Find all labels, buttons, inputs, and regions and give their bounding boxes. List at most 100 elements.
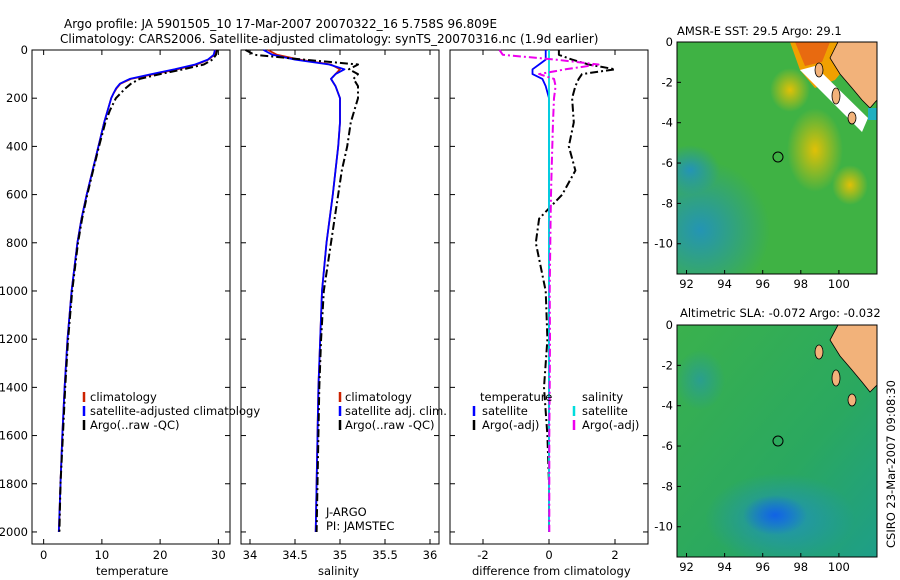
y-tick-label: 1000	[0, 284, 28, 298]
series-line-argo-raw-qc	[245, 49, 359, 533]
map-x-tick-label: 96	[755, 277, 770, 291]
sst-warm-band	[787, 108, 843, 192]
sst-warm-spot-mid	[770, 68, 810, 112]
sst-cool-region-north	[677, 145, 720, 195]
sst-land-sumatra	[829, 42, 877, 109]
sla-low-core	[743, 495, 807, 535]
sla-map-axes: 92 94 96 98 100 0 -2 -4 -6 -8 -10	[654, 318, 850, 574]
series-line-satellite-adjusted-climatology	[57, 49, 216, 533]
x-tick-label: 2	[611, 548, 618, 562]
sla-island-siberut	[847, 393, 857, 407]
map-y-tick-label: -8	[662, 479, 673, 493]
x-tick-label: -2	[477, 548, 488, 562]
y-tick-label: 2000	[0, 525, 28, 539]
map-y-tick-label: -2	[662, 358, 673, 372]
series-line-climatology	[267, 49, 341, 533]
map-y-tick-label: -10	[654, 237, 673, 251]
temperature-axis-label: temperature	[96, 564, 168, 578]
y-tick-label: 1400	[0, 380, 28, 394]
map-y-tick-label: -6	[662, 439, 673, 453]
legend-label-climatology: climatology	[90, 390, 157, 404]
difference-legend: temperature salinity satellite Argo(-adj…	[472, 390, 639, 432]
sla-island-nias	[831, 369, 841, 387]
y-tick-label: 600	[6, 188, 28, 202]
difference-axis-label: difference from climatology	[472, 564, 631, 578]
salinity-axis-label: salinity	[318, 564, 359, 578]
map-x-tick-label: 100	[828, 560, 850, 574]
x-tick-label: 20	[153, 548, 168, 562]
sst-hot-coastal-core	[795, 42, 830, 66]
x-tick-label: 10	[95, 548, 110, 562]
annotation-pi-jamstec: PI: JAMSTEC	[326, 519, 394, 533]
legend-label-sal-argo: Argo(-adj)	[582, 418, 639, 432]
sla-argo-marker	[772, 435, 784, 447]
figure-title-line1: Argo profile: JA 5901505_10 17-Mar-2007 …	[64, 17, 497, 31]
y-tick-label: 800	[6, 236, 28, 250]
series-line-argo-raw-qc	[58, 49, 219, 533]
map-y-tick-label: -10	[654, 520, 673, 534]
series-line-temperature-argo-adj	[534, 50, 616, 532]
legend-label-satellite-adjusted: satellite-adjusted climatology	[90, 404, 260, 418]
sst-map-frame	[676, 41, 878, 275]
sla-land-sumatra	[829, 325, 877, 393]
map-y-tick-label: -2	[662, 75, 673, 89]
sst-island-simeulue	[814, 62, 824, 78]
temperature-legend: climatology satellite-adjusted climatolo…	[82, 390, 260, 432]
sst-map-axes: 92 94 96 98 100 0 -2 -4 -6 -8 -10	[654, 35, 850, 291]
legend-label-temp-satellite: satellite	[482, 404, 528, 418]
series-line-salinity-argo-adj	[498, 49, 600, 532]
series-line-satellite-adj-clim	[263, 49, 346, 533]
legend-title-salinity: salinity	[582, 390, 623, 404]
map-x-tick-label: 92	[679, 560, 694, 574]
difference-chart: -2 0 2	[450, 49, 648, 562]
sla-low-west	[677, 350, 725, 410]
figure-title-line2: Climatology: CARS2006. Satellite-adjuste…	[60, 32, 598, 46]
series-line-climatology	[57, 49, 217, 533]
sla-island-simeulue	[814, 344, 824, 360]
x-tick-label: 34.5	[282, 548, 308, 562]
sst-island-siberut	[847, 111, 857, 125]
sst-map-title: AMSR-E SST: 29.5 Argo: 29.1	[677, 24, 842, 38]
legend-label-argo: Argo(..raw -QC)	[90, 418, 180, 432]
sst-warm-spot-south	[832, 165, 868, 205]
y-tick-label: 1600	[0, 429, 28, 443]
map-x-tick-label: 98	[793, 277, 808, 291]
y-tick-label: 200	[6, 91, 28, 105]
salinity-legend: climatology satellite adj. clim. Argo(..…	[325, 390, 447, 533]
side-timestamp-label: CSIRO 23-Mar-2007 09:08:30	[884, 380, 898, 548]
x-tick-label: 0	[40, 548, 47, 562]
map-y-tick-label: -4	[662, 399, 673, 413]
y-tick-label: 1800	[0, 477, 28, 491]
series-line-temperature-satellite	[531, 50, 550, 532]
map-y-tick-label: -6	[662, 156, 673, 170]
sla-map-title: Altimetric SLA: -0.072 Argo: -0.032	[680, 306, 881, 320]
legend-label-argo: Argo(..raw -QC)	[345, 418, 435, 432]
x-tick-label: 30	[211, 548, 226, 562]
x-tick-label: 34	[243, 548, 258, 562]
sst-argo-marker	[772, 151, 784, 163]
sla-map-frame	[676, 324, 878, 558]
sst-island-nias	[831, 87, 841, 105]
legend-label-satellite-adj: satellite adj. clim.	[345, 404, 447, 418]
salinity-chart: 34 34.5 35 35.5 36	[241, 49, 439, 562]
map-y-tick-label: -4	[662, 116, 673, 130]
x-tick-label: 36	[423, 548, 438, 562]
temperature-panel-frame	[31, 49, 231, 545]
map-x-tick-label: 94	[717, 277, 732, 291]
x-tick-label: 35	[333, 548, 348, 562]
map-x-tick-label: 94	[717, 560, 732, 574]
map-x-tick-label: 98	[793, 560, 808, 574]
x-tick-label: 0	[545, 548, 552, 562]
temperature-chart: 0 10 20 30 0 200 400 600 800 1000 1200 1400 1600 1800…	[0, 43, 230, 562]
y-tick-label: 400	[6, 139, 28, 153]
sst-map	[677, 42, 877, 274]
y-tick-label: 1200	[0, 332, 28, 346]
map-y-tick-label: 0	[666, 318, 673, 332]
map-y-tick-label: -8	[662, 196, 673, 210]
map-y-tick-label: 0	[666, 35, 673, 49]
map-x-tick-label: 100	[828, 277, 850, 291]
x-tick-label: 35.5	[372, 548, 398, 562]
map-x-tick-label: 92	[679, 277, 694, 291]
